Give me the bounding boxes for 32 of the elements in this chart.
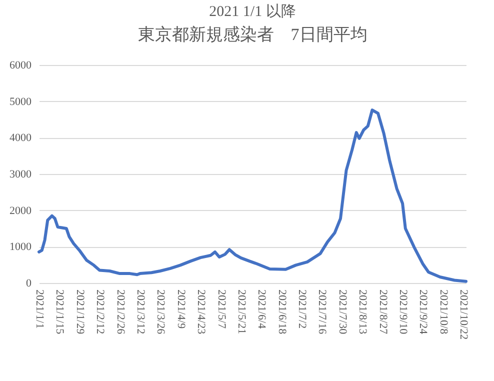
x-tick-label: 2021/8/27 xyxy=(376,290,389,335)
x-tick-label: 2021/5/21 xyxy=(235,290,248,334)
x-tick-label: 2021/3/12 xyxy=(134,290,146,334)
x-tick-label: 2021/7/16 xyxy=(316,290,328,335)
x-tick-label: 2021/1/15 xyxy=(54,290,66,335)
x-tick-label: 2021/4/9 xyxy=(174,290,187,330)
x-tick-label: 2021/9/24 xyxy=(417,290,430,335)
chart-title: 2021 1/1 以降 xyxy=(209,3,296,20)
y-tick-label: 5000 xyxy=(10,96,32,108)
chart-subtitle: 東京都新規感染者 7日間平均 xyxy=(138,25,368,44)
x-tick-label: 2021/10/8 xyxy=(437,290,450,335)
x-tick-label: 2021/5/7 xyxy=(215,290,228,330)
y-tick-label: 4000 xyxy=(10,132,32,144)
x-tick-label: 2021/6/4 xyxy=(256,290,268,330)
x-tick-label: 2021/4/23 xyxy=(195,290,208,335)
y-tick-label: 6000 xyxy=(10,60,32,72)
x-tick-label: 2021/1/1 xyxy=(34,290,46,329)
x-tick-label: 2021/7/2 xyxy=(296,290,308,329)
x-tick-label: 2021/1/29 xyxy=(74,290,86,335)
y-tick-label: 2000 xyxy=(10,204,32,217)
x-tick-label: 2021/10/22 xyxy=(458,290,470,340)
line-series xyxy=(38,108,468,283)
y-tick-label: 0 xyxy=(26,278,32,290)
x-tick-label: 2021/3/26 xyxy=(154,290,167,335)
y-tick-label: 1000 xyxy=(10,241,32,254)
x-tick-label: 2021/2/26 xyxy=(114,290,126,335)
x-tick-label: 2021/2/12 xyxy=(94,290,106,334)
x-tick-label: 2021/7/30 xyxy=(336,290,348,335)
x-tick-label: 2021/6/18 xyxy=(276,290,288,335)
x-tick-label: 2021/8/13 xyxy=(356,290,369,335)
y-tick-label: 3000 xyxy=(10,168,32,180)
x-tick-label: 2021/9/10 xyxy=(397,290,410,335)
